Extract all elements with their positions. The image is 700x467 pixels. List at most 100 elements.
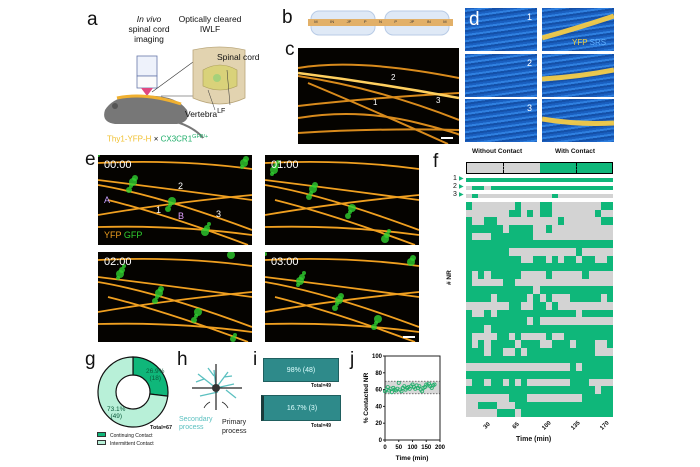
contact-cell	[490, 271, 497, 280]
no-contact-cell	[527, 393, 534, 402]
no-contact-cell	[472, 332, 479, 341]
no-contact-cell	[606, 347, 613, 356]
contact-cell	[600, 401, 607, 410]
contact-cell	[490, 240, 497, 249]
contact-cell	[564, 332, 571, 341]
no-contact-cell	[490, 393, 497, 402]
contact-cell	[606, 386, 613, 395]
no-contact-cell	[576, 202, 583, 210]
contact-cell	[490, 324, 497, 333]
contact-cell	[570, 294, 577, 303]
no-contact-cell	[582, 202, 589, 210]
no-contact-cell	[594, 255, 601, 264]
contact-cell	[551, 240, 558, 249]
no-contact-cell	[557, 363, 564, 372]
no-contact-cell	[570, 393, 577, 402]
no-contact-cell	[588, 271, 595, 280]
neuron-label-2: 2	[178, 181, 184, 191]
contact-cell	[484, 178, 491, 182]
nerve-region-label: IN	[330, 19, 335, 24]
contact-cell	[508, 386, 515, 395]
no-contact-cell	[515, 409, 522, 418]
contact-cell	[545, 186, 552, 190]
contact-cell	[570, 286, 577, 295]
no-contact-cell	[570, 271, 577, 280]
no-contact-cell	[588, 317, 595, 326]
contact-cell	[600, 286, 607, 295]
contact-cell	[508, 240, 515, 249]
nerve-region-label: P	[363, 19, 367, 24]
no-contact-cell	[502, 209, 509, 218]
contact-cell	[484, 317, 491, 326]
no-contact-cell	[533, 286, 540, 295]
contact-cell	[600, 363, 607, 372]
no-contact-cell	[496, 209, 503, 218]
contact-cell	[545, 370, 552, 379]
contact-cell	[466, 202, 473, 210]
contact-cell	[570, 240, 577, 249]
contact-cell	[533, 340, 540, 349]
contact-cell	[484, 225, 491, 234]
no-contact-cell	[551, 248, 558, 257]
legend-continuing: Continuing Contact	[97, 432, 154, 440]
contact-cell	[472, 240, 479, 249]
contact-cell	[496, 225, 503, 234]
contact-cell	[582, 409, 589, 418]
imaging-label: spinal cord imaging	[128, 24, 170, 44]
contact-cell	[594, 294, 601, 303]
contact-cell	[502, 271, 509, 280]
contact-cell	[521, 317, 528, 326]
contact-cell	[521, 178, 528, 182]
contact-cell	[508, 393, 515, 402]
contact-cell	[576, 286, 583, 295]
contact-cell	[582, 378, 589, 387]
contact-cell	[570, 409, 577, 418]
contact-cell	[515, 225, 522, 234]
nr-row	[466, 363, 613, 372]
contact-cell	[478, 347, 485, 356]
contact-cell	[582, 401, 589, 410]
contact-cell	[576, 263, 583, 272]
nr-row	[466, 301, 613, 310]
contact-cell	[545, 271, 552, 280]
contact-cell	[551, 255, 558, 264]
contact-cell	[600, 240, 607, 249]
no-contact-cell	[466, 409, 473, 418]
contact-cell	[606, 240, 613, 249]
contact-cell	[478, 370, 485, 379]
no-contact-cell	[545, 363, 552, 372]
no-contact-cell	[606, 194, 613, 198]
no-contact-cell	[557, 271, 564, 280]
contact-cell	[521, 401, 528, 410]
no-contact-cell	[508, 194, 515, 198]
contact-cell	[508, 271, 515, 280]
cleared-label: Optically cleared IWLF	[178, 14, 242, 34]
no-contact-cell	[600, 271, 607, 280]
no-contact-cell	[600, 232, 607, 241]
no-contact-cell	[521, 248, 528, 257]
no-contact-cell	[564, 217, 571, 226]
contact-cell	[582, 309, 589, 318]
no-contact-cell	[570, 217, 577, 226]
no-contact-cell	[545, 232, 552, 241]
contact-cell	[539, 324, 546, 333]
nr-row	[466, 347, 613, 356]
contact-cell	[539, 240, 546, 249]
nr-row	[466, 178, 613, 182]
contact-cell	[606, 370, 613, 379]
contact-cell	[600, 370, 607, 379]
contact-cell	[594, 393, 601, 402]
contact-cell	[582, 294, 589, 303]
contact-cell	[600, 217, 607, 226]
contact-cell	[515, 294, 522, 303]
no-contact-cell	[484, 393, 491, 402]
nerve-region-label: P	[394, 19, 398, 24]
no-contact-cell	[600, 209, 607, 218]
contact-cell	[557, 309, 564, 318]
nerve-region-label: IN	[426, 19, 431, 24]
contact-cell	[521, 386, 528, 395]
no-contact-cell	[606, 271, 613, 280]
no-contact-cell	[533, 209, 540, 218]
contact-cell	[539, 409, 546, 418]
contact-cell	[521, 409, 528, 418]
